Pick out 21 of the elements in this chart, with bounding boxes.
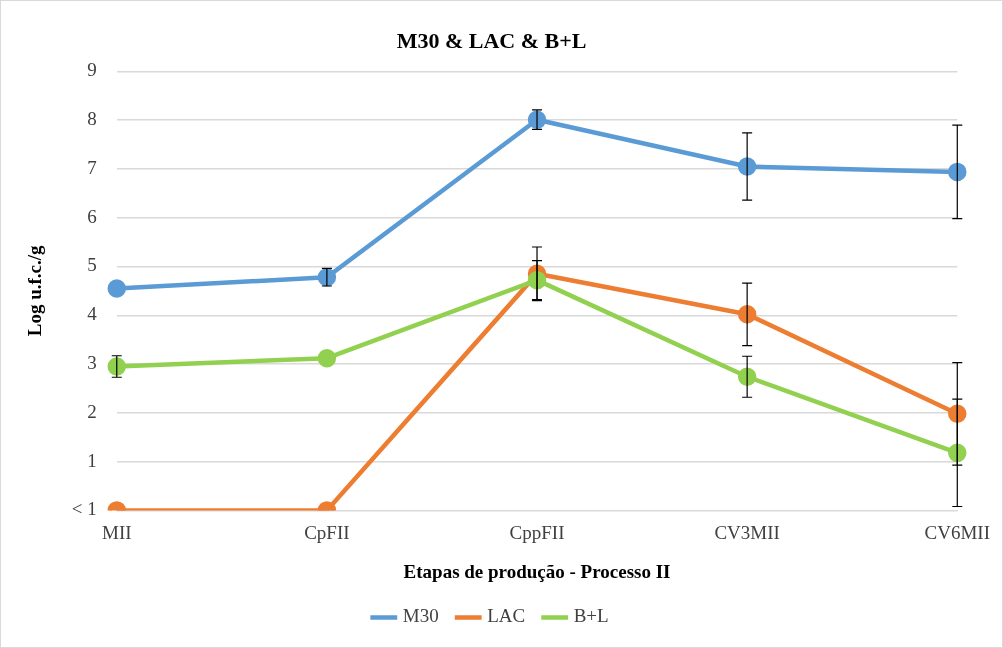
legend-label: LAC — [487, 605, 526, 627]
y-tick-label: 4 — [87, 303, 98, 325]
y-tick-label: 6 — [87, 205, 97, 227]
y-tick-label: 3 — [87, 352, 97, 374]
x-tick-label: MII — [101, 521, 132, 543]
x-tick-label: CV6MII — [924, 521, 991, 543]
y-tick-label: 8 — [87, 108, 97, 130]
y-tick-label: 7 — [87, 156, 97, 178]
y-tick-label: 9 — [87, 59, 97, 81]
y-tick-label: < 1 — [71, 498, 97, 520]
y-tick-label: 2 — [87, 400, 97, 422]
legend-label: B+L — [573, 605, 609, 627]
y-axis-title: Log u.f.c./g — [24, 245, 46, 337]
y-tick-label: 5 — [87, 254, 97, 276]
legend-label: M30 — [402, 605, 439, 627]
x-axis-title: Etapas de produção - Processo II — [403, 560, 671, 582]
chart-title: M30 & LAC & B+L — [396, 27, 587, 53]
x-tick-label: CV3MII — [714, 521, 780, 543]
y-tick-label: 1 — [87, 449, 97, 471]
x-tick-label: CpFII — [304, 521, 350, 543]
x-tick-label: CppFII — [509, 521, 565, 543]
